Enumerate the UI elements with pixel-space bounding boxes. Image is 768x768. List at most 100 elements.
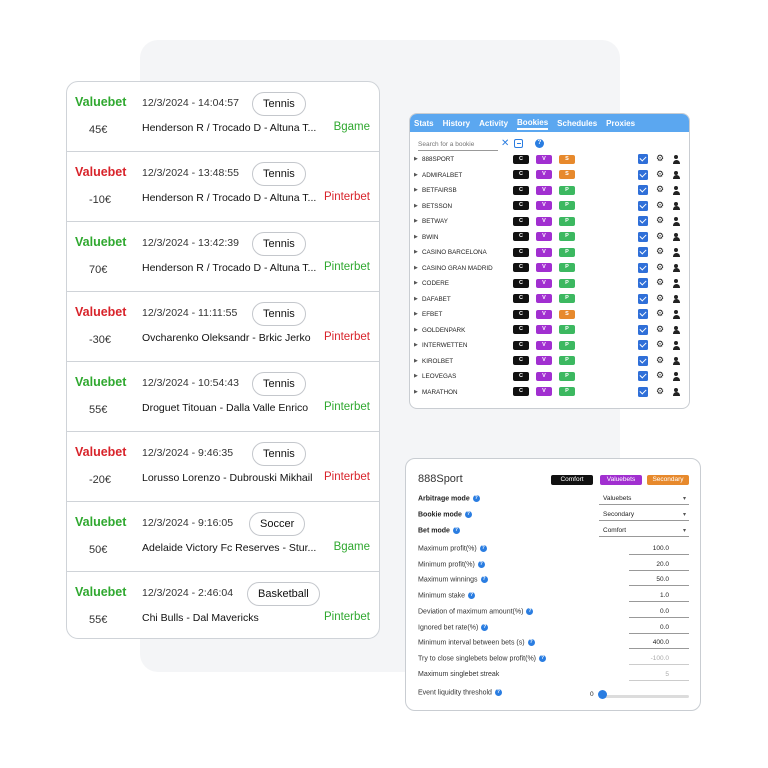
bookie-row[interactable]: ▶ BWIN C V P ⚙ (410, 230, 689, 246)
setting-select[interactable]: Comfort (599, 525, 689, 537)
comfort-chip[interactable]: C (513, 170, 529, 179)
account-icon[interactable] (672, 201, 680, 211)
gear-icon[interactable]: ⚙ (656, 261, 665, 272)
gear-icon[interactable]: ⚙ (656, 277, 665, 287)
primary-chip[interactable]: P (559, 387, 575, 396)
comfort-chip[interactable]: C (513, 294, 529, 303)
account-icon[interactable] (672, 279, 680, 288)
primary-chip[interactable]: P (559, 356, 575, 365)
valuebets-chip[interactable]: V (536, 201, 552, 210)
primary-chip[interactable]: P (559, 201, 575, 210)
setting-value-input[interactable]: 400.0 (629, 637, 689, 650)
valuebets-chip[interactable]: V (536, 340, 552, 350)
bookie-row[interactable]: ▶ KIROLBET C V P ⚙ (410, 354, 689, 370)
valuebets-chip[interactable]: V (536, 247, 552, 257)
primary-chip[interactable]: P (559, 340, 575, 350)
valuebets-chip[interactable]: V (536, 325, 552, 334)
gear-icon[interactable]: ⚙ (656, 292, 665, 303)
bet-row[interactable]: Valuebet -30€ 12/3/2024 - 11:11:55 Tennis Ov… (67, 292, 379, 362)
account-icon[interactable] (672, 310, 680, 319)
enabled-checkbox[interactable] (638, 231, 648, 242)
tab-proxies[interactable]: Proxies (606, 118, 636, 128)
primary-chip[interactable]: P (559, 294, 575, 303)
comfort-chip[interactable]: C (513, 216, 529, 226)
account-icon[interactable] (672, 232, 680, 242)
enabled-checkbox[interactable] (638, 309, 648, 319)
setting-value-input[interactable]: 100.0 (629, 543, 689, 555)
expand-icon[interactable]: ▶ (414, 373, 418, 379)
help-icon[interactable]: ? (479, 545, 487, 552)
bet-row[interactable]: Valuebet -10€ 12/3/2024 - 13:48:55 Tennis He… (67, 152, 379, 222)
gear-icon[interactable]: ⚙ (656, 199, 665, 210)
account-icon[interactable] (672, 325, 680, 335)
comfort-chip[interactable]: C (513, 340, 529, 350)
setting-value-input[interactable]: 0.0 (629, 622, 689, 634)
tab-bookies[interactable]: Bookies (517, 117, 549, 130)
primary-chip[interactable]: P (559, 216, 575, 226)
bookie-row[interactable]: ▶ 888SPORT C V S ⚙ (410, 152, 689, 168)
primary-chip[interactable]: P (559, 185, 575, 195)
expand-icon[interactable]: ▶ (414, 156, 418, 162)
tab-schedules[interactable]: Schedules (557, 118, 598, 128)
help-icon[interactable]: ? (477, 560, 485, 568)
valuebets-chip[interactable]: V (536, 294, 552, 303)
setting-value-input[interactable]: 50.0 (629, 574, 689, 587)
comfort-chip[interactable]: C (513, 387, 529, 396)
expand-icon[interactable]: ▶ (414, 202, 418, 209)
secondary-chip[interactable]: S (559, 170, 575, 179)
secondary-chip[interactable]: S (559, 309, 575, 319)
enabled-checkbox[interactable] (638, 262, 648, 273)
collapse-icon[interactable] (514, 139, 523, 148)
bet-row[interactable]: Valuebet 55€ 12/3/2024 - 10:54:43 Tennis Dro… (67, 362, 379, 432)
valuebets-chip[interactable]: V (536, 232, 552, 241)
valuebets-chip[interactable]: V (536, 278, 552, 288)
comfort-chip[interactable]: C (513, 309, 529, 319)
gear-icon[interactable]: ⚙ (656, 308, 665, 318)
help-icon[interactable]: ? (481, 623, 489, 631)
close-icon[interactable]: ✕ (501, 138, 510, 149)
account-icon[interactable] (672, 294, 680, 304)
primary-chip[interactable]: P (559, 232, 575, 241)
setting-select[interactable]: Secondary (599, 509, 689, 521)
help-icon[interactable]: ? (468, 592, 476, 600)
help-icon[interactable]: ? (539, 654, 547, 662)
account-icon[interactable] (672, 248, 680, 257)
comfort-chip[interactable]: C (513, 185, 529, 195)
enabled-checkbox[interactable] (638, 371, 648, 381)
account-icon[interactable] (672, 186, 680, 195)
help-icon[interactable]: ? (494, 689, 502, 696)
setting-select[interactable]: Valuebets (599, 493, 689, 505)
gear-icon[interactable]: ⚙ (656, 370, 665, 380)
expand-icon[interactable]: ▶ (414, 187, 418, 193)
valuebets-chip[interactable]: V (536, 371, 552, 381)
account-icon[interactable] (672, 170, 680, 180)
setting-value-input[interactable]: 20.0 (629, 559, 689, 571)
bet-row[interactable]: Valuebet 55€ 12/3/2024 - 2:46:04 Basketball… (67, 572, 379, 638)
expand-icon[interactable]: ▶ (414, 249, 418, 255)
account-icon[interactable] (672, 155, 680, 164)
bet-row[interactable]: Valuebet 45€ 12/3/2024 - 14:04:57 Tennis Hen… (67, 82, 379, 152)
valuebets-chip[interactable]: V (536, 216, 552, 226)
bookie-row[interactable]: ▶ INTERWETTEN C V P ⚙ (410, 338, 689, 354)
enabled-checkbox[interactable] (638, 216, 648, 226)
help-icon[interactable]: ? (464, 511, 472, 518)
bookie-row[interactable]: ▶ CASINO BARCELONA C V P ⚙ (410, 245, 689, 261)
account-icon[interactable] (672, 217, 680, 226)
gear-icon[interactable]: ⚙ (656, 354, 665, 365)
bookie-search-input[interactable] (418, 138, 498, 151)
valuebets-chip[interactable]: V (536, 309, 552, 319)
expand-icon[interactable]: ▶ (414, 357, 418, 364)
bookie-row[interactable]: ▶ DAFABET C V P ⚙ (410, 292, 689, 308)
secondary-chip[interactable]: S (559, 154, 575, 164)
enabled-checkbox[interactable] (638, 169, 648, 180)
expand-icon[interactable]: ▶ (414, 311, 418, 317)
tab-stats[interactable]: Stats (414, 118, 434, 128)
enabled-checkbox[interactable] (638, 200, 648, 211)
expand-icon[interactable]: ▶ (414, 218, 418, 224)
bookie-row[interactable]: ▶ BETWAY C V P ⚙ (410, 214, 689, 230)
comfort-chip[interactable]: C (513, 356, 529, 365)
bookie-row[interactable]: ▶ BETFAIRSB C V P ⚙ (410, 183, 689, 199)
expand-icon[interactable]: ▶ (414, 326, 418, 333)
expand-icon[interactable]: ▶ (414, 233, 418, 240)
bookie-row[interactable]: ▶ EFBET C V S ⚙ (410, 307, 689, 323)
